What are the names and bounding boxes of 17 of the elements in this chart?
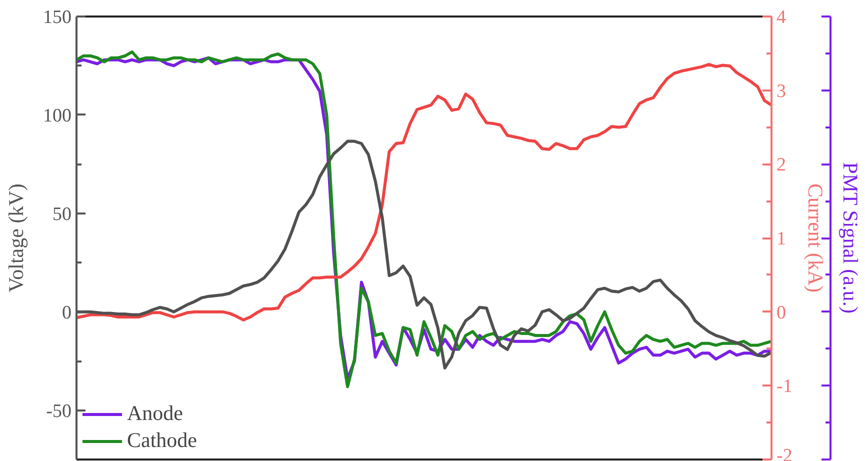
y-tick-label: 0 (62, 302, 72, 324)
y-tick-label: -50 (46, 400, 72, 422)
y2-tick-label: 3 (776, 80, 786, 102)
y2-tick-label: 0 (776, 302, 786, 324)
y2-tick-label: 4 (776, 7, 786, 28)
legend-label: Cathode (127, 428, 197, 453)
y-tick-label: 50 (52, 204, 72, 225)
y-tick-label: 100 (43, 105, 72, 126)
y2-axis-title: Current (kA) (803, 183, 828, 293)
y-axis-title: Voltage (kV) (4, 184, 28, 292)
y-tick-label: 150 (43, 7, 72, 28)
line-series (76, 62, 772, 322)
legend-label: Anode (127, 401, 183, 426)
y2-tick-label: 2 (776, 154, 786, 176)
y3-axis-title: PMT Signal (a.u.) (838, 162, 862, 314)
y2-tick-label: -1 (776, 376, 792, 398)
y2-tick-label: 1 (776, 228, 786, 250)
